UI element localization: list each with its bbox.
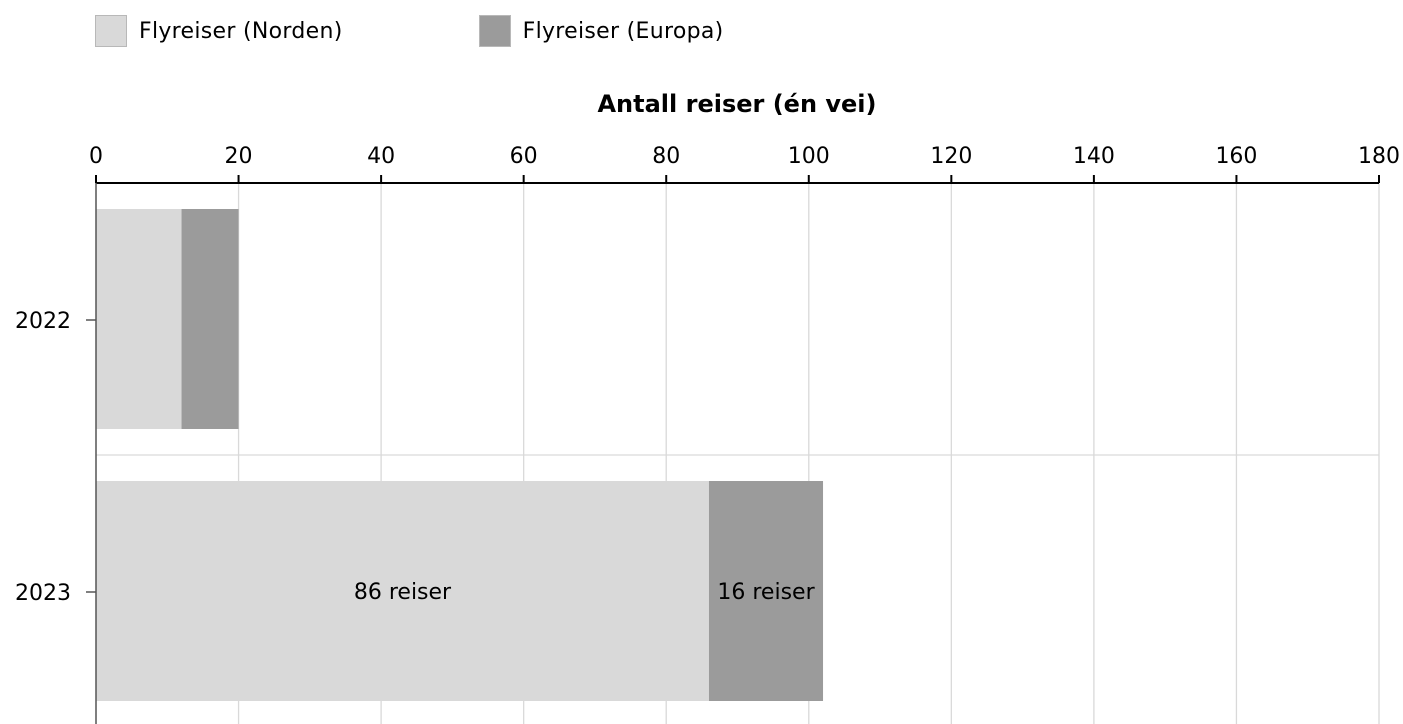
x-tick-label-60: 60	[510, 144, 538, 169]
bar-2023-norden	[96, 481, 709, 701]
legend: Flyreiser (Norden) Flyreiser (Europa)	[95, 14, 860, 48]
bars	[96, 209, 824, 701]
data-label-2023-norden: 86 reiser	[354, 580, 452, 605]
x-tick-label-0: 0	[89, 144, 103, 169]
x-tick-label-40: 40	[367, 144, 395, 169]
x-tick-label-20: 20	[225, 144, 253, 169]
bar-2023-europa	[708, 481, 824, 701]
x-tick-label-180: 180	[1358, 144, 1400, 169]
axes: 0 20 40 60 80 100 120 140 160 180 2022 2023	[15, 144, 1400, 724]
legend-swatch-norden	[95, 15, 127, 47]
x-tick-label-140: 140	[1073, 144, 1115, 169]
x-tick-label-120: 120	[930, 144, 972, 169]
bar-2022-europa	[181, 209, 239, 429]
legend-item-europa: Flyreiser (Europa)	[478, 15, 724, 47]
x-tick-label-160: 160	[1215, 144, 1257, 169]
x-axis-title: Antall reiser (én vei)	[597, 90, 876, 118]
data-labels: 86 reiser 16 reiser	[354, 580, 816, 605]
legend-item-norden: Flyreiser (Norden)	[95, 15, 343, 47]
y-tick-label-2022: 2022	[15, 309, 71, 334]
x-tick-label-100: 100	[788, 144, 830, 169]
data-label-2023-europa: 16 reiser	[717, 580, 815, 605]
legend-swatch-europa	[478, 15, 511, 47]
legend-label-europa: Flyreiser (Europa)	[522, 18, 724, 44]
bar-2022-norden	[96, 209, 182, 429]
x-tick-label-80: 80	[652, 144, 680, 169]
y-tick-label-2023: 2023	[15, 581, 71, 606]
legend-label-norden: Flyreiser (Norden)	[139, 18, 343, 44]
